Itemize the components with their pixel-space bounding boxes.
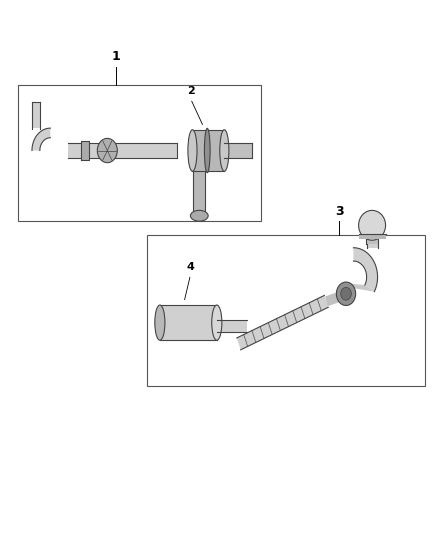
Polygon shape [346, 283, 374, 292]
Text: 2: 2 [187, 86, 194, 96]
Polygon shape [160, 305, 217, 340]
Circle shape [341, 287, 351, 300]
Polygon shape [193, 171, 205, 216]
Polygon shape [353, 248, 378, 292]
Ellipse shape [205, 128, 210, 173]
Ellipse shape [220, 130, 229, 171]
Circle shape [97, 139, 117, 163]
Polygon shape [32, 128, 50, 150]
Polygon shape [359, 234, 385, 239]
Bar [18, 85, 261, 221]
Ellipse shape [188, 130, 197, 171]
Polygon shape [68, 143, 177, 158]
Ellipse shape [212, 305, 222, 340]
Text: 4: 4 [187, 262, 194, 272]
Polygon shape [237, 295, 328, 350]
Polygon shape [224, 143, 252, 158]
Ellipse shape [155, 305, 165, 340]
Ellipse shape [359, 211, 385, 240]
Bar [147, 235, 425, 386]
Polygon shape [366, 237, 378, 244]
Polygon shape [32, 102, 40, 128]
Polygon shape [325, 290, 345, 306]
Polygon shape [192, 130, 224, 171]
Circle shape [336, 282, 356, 305]
Polygon shape [81, 141, 89, 160]
Polygon shape [367, 244, 378, 248]
Polygon shape [217, 320, 247, 332]
Text: 1: 1 [112, 51, 120, 63]
Ellipse shape [191, 211, 208, 221]
Text: 3: 3 [335, 205, 344, 218]
